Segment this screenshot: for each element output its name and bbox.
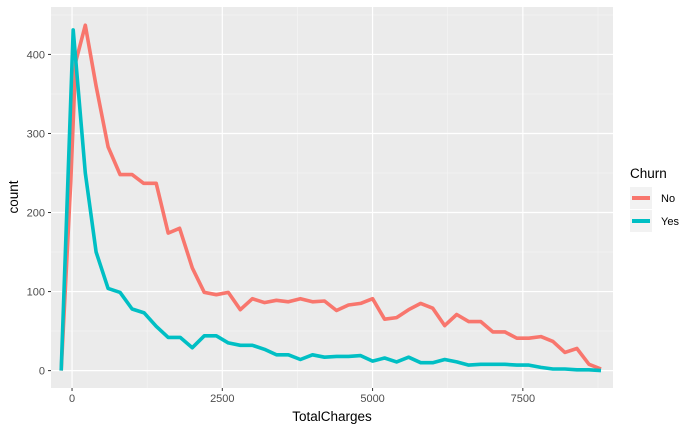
series-line-no xyxy=(59,23,602,371)
legend-item-yes: Yes xyxy=(630,210,679,232)
series-line-yes xyxy=(59,28,602,373)
legend-label-no: No xyxy=(661,193,675,205)
y-tick-label: 400 xyxy=(27,49,45,61)
legend-label-yes: Yes xyxy=(661,216,679,228)
y-tick-label: 0 xyxy=(39,366,45,378)
grid-minor xyxy=(51,7,613,388)
x-tick-label: 2500 xyxy=(210,393,234,405)
x-axis: 0 2500 5000 7500 xyxy=(69,388,535,405)
y-axis: 0 100 200 300 400 xyxy=(27,49,51,378)
y-tick-label: 200 xyxy=(27,208,45,220)
legend: Churn No Yes xyxy=(630,166,679,232)
legend-title: Churn xyxy=(630,166,667,181)
x-tick-label: 7500 xyxy=(511,393,535,405)
y-tick-label: 100 xyxy=(27,287,45,299)
y-tick-label: 300 xyxy=(27,128,45,140)
grid-major xyxy=(51,7,613,388)
x-tick-label: 0 xyxy=(69,393,75,405)
y-axis-title: count xyxy=(6,180,21,213)
x-axis-title: TotalCharges xyxy=(292,409,372,424)
panel-background xyxy=(51,7,613,388)
x-tick-label: 5000 xyxy=(360,393,384,405)
series-layer xyxy=(59,23,602,373)
legend-item-no: No xyxy=(630,187,675,209)
